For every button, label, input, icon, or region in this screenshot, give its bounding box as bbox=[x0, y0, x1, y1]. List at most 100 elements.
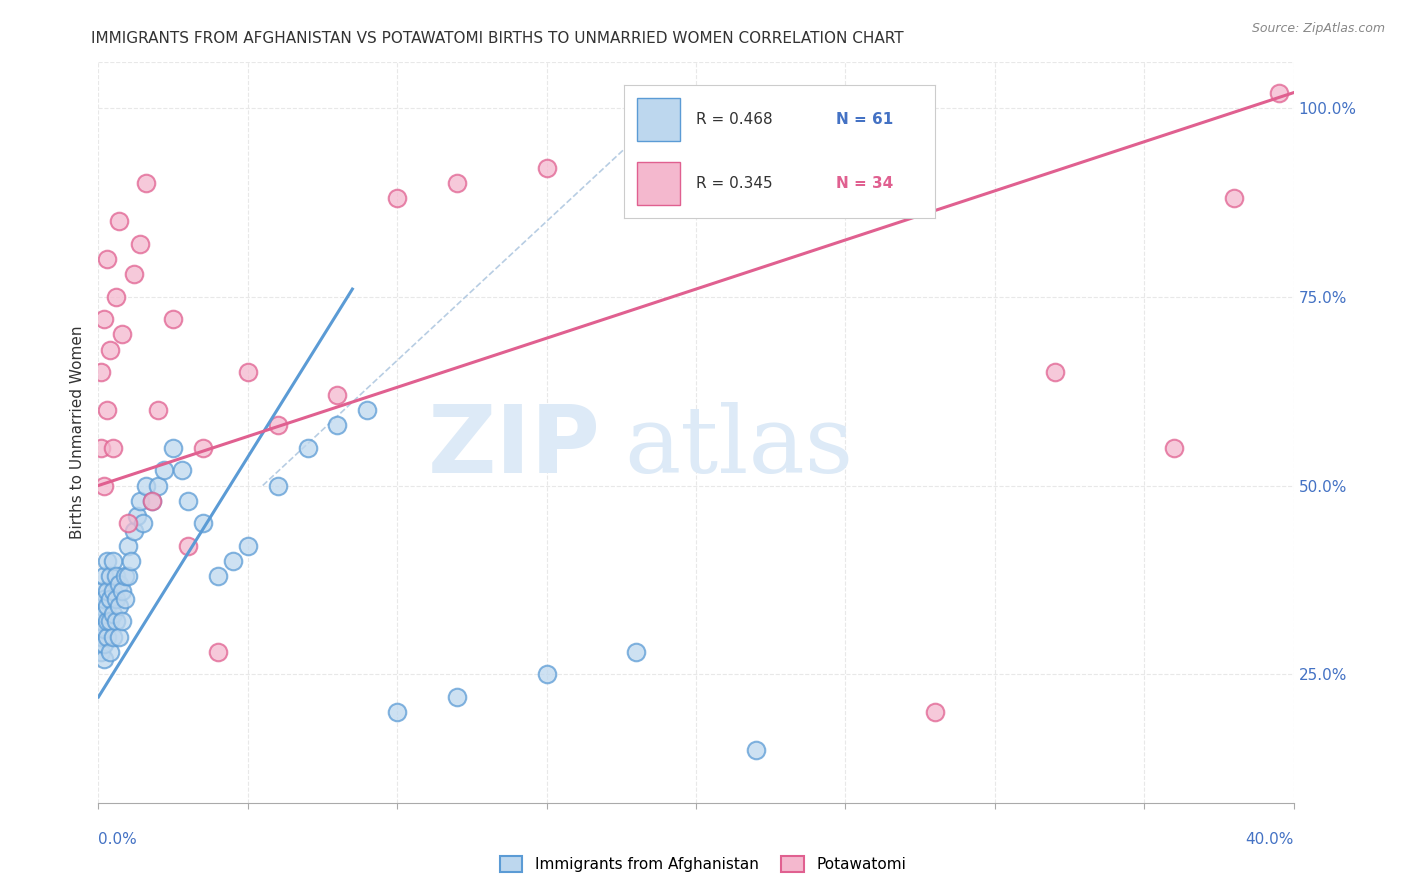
Point bbox=[103, 554, 125, 568]
Point bbox=[148, 478, 170, 492]
Point bbox=[135, 478, 157, 492]
Point bbox=[141, 493, 163, 508]
Point bbox=[326, 388, 349, 402]
Point bbox=[105, 615, 128, 629]
Point bbox=[132, 516, 155, 531]
Point bbox=[111, 584, 134, 599]
Point bbox=[191, 516, 214, 531]
Point bbox=[117, 569, 139, 583]
Point bbox=[98, 591, 122, 606]
Point bbox=[236, 365, 259, 379]
Point bbox=[267, 418, 290, 433]
Point bbox=[236, 539, 259, 553]
Point bbox=[1163, 441, 1185, 455]
Point bbox=[356, 403, 378, 417]
Point bbox=[108, 630, 131, 644]
Point bbox=[105, 569, 128, 583]
Point bbox=[93, 591, 115, 606]
Point bbox=[153, 463, 176, 477]
Point bbox=[172, 463, 194, 477]
Point bbox=[745, 743, 768, 757]
Point bbox=[105, 290, 128, 304]
Text: ZIP: ZIP bbox=[427, 401, 600, 493]
Point bbox=[96, 554, 118, 568]
Point bbox=[207, 645, 229, 659]
Point bbox=[96, 599, 118, 614]
Point bbox=[90, 584, 112, 599]
Point bbox=[745, 138, 768, 153]
Point bbox=[267, 478, 290, 492]
Point bbox=[103, 584, 125, 599]
Point bbox=[446, 690, 468, 704]
Point bbox=[135, 177, 157, 191]
Point bbox=[98, 615, 122, 629]
Point bbox=[385, 705, 409, 719]
Point bbox=[111, 615, 134, 629]
Text: Source: ZipAtlas.com: Source: ZipAtlas.com bbox=[1251, 22, 1385, 36]
Text: 40.0%: 40.0% bbox=[1246, 831, 1294, 847]
Point bbox=[90, 365, 112, 379]
Point bbox=[124, 524, 146, 538]
Point bbox=[98, 343, 122, 357]
Point bbox=[114, 569, 136, 583]
Point bbox=[93, 637, 115, 651]
Point bbox=[191, 441, 214, 455]
Legend: Immigrants from Afghanistan, Potawatomi: Immigrants from Afghanistan, Potawatomi bbox=[492, 848, 914, 880]
Point bbox=[111, 327, 134, 342]
Point bbox=[1223, 191, 1246, 205]
Point bbox=[96, 584, 118, 599]
Point bbox=[222, 554, 245, 568]
Point bbox=[162, 312, 184, 326]
Point bbox=[536, 161, 558, 176]
Point bbox=[103, 441, 125, 455]
Point bbox=[120, 554, 142, 568]
Point bbox=[141, 493, 163, 508]
Point bbox=[96, 615, 118, 629]
Point bbox=[93, 607, 115, 621]
Point bbox=[105, 591, 128, 606]
Point bbox=[90, 599, 112, 614]
Point bbox=[90, 615, 112, 629]
Point bbox=[626, 645, 648, 659]
Point bbox=[536, 667, 558, 681]
Point bbox=[207, 569, 229, 583]
Point bbox=[103, 630, 125, 644]
Point bbox=[103, 607, 125, 621]
Point bbox=[108, 576, 131, 591]
Point bbox=[93, 478, 115, 492]
Point bbox=[90, 441, 112, 455]
Point bbox=[446, 177, 468, 191]
Point bbox=[98, 645, 122, 659]
Point bbox=[96, 403, 118, 417]
Point bbox=[93, 312, 115, 326]
Point bbox=[148, 403, 170, 417]
Point bbox=[1043, 365, 1066, 379]
Point bbox=[93, 569, 115, 583]
Point bbox=[177, 539, 200, 553]
Text: IMMIGRANTS FROM AFGHANISTAN VS POTAWATOMI BIRTHS TO UNMARRIED WOMEN CORRELATION : IMMIGRANTS FROM AFGHANISTAN VS POTAWATOM… bbox=[91, 31, 904, 46]
Point bbox=[90, 630, 112, 644]
Point bbox=[129, 236, 152, 251]
Point bbox=[129, 493, 152, 508]
Point bbox=[108, 214, 131, 228]
Point bbox=[117, 539, 139, 553]
Point bbox=[117, 516, 139, 531]
Point bbox=[96, 252, 118, 266]
Point bbox=[177, 493, 200, 508]
Point bbox=[98, 569, 122, 583]
Point bbox=[114, 591, 136, 606]
Point bbox=[93, 622, 115, 636]
Point bbox=[96, 630, 118, 644]
Point bbox=[297, 441, 319, 455]
Point bbox=[124, 267, 146, 281]
Text: 0.0%: 0.0% bbox=[98, 831, 138, 847]
Point bbox=[1267, 86, 1289, 100]
Point bbox=[108, 599, 131, 614]
Point bbox=[90, 645, 112, 659]
Point bbox=[326, 418, 349, 433]
Y-axis label: Births to Unmarried Women: Births to Unmarried Women bbox=[69, 326, 84, 540]
Point bbox=[924, 705, 946, 719]
Point bbox=[385, 191, 409, 205]
Point bbox=[162, 441, 184, 455]
Text: atlas: atlas bbox=[624, 402, 853, 492]
